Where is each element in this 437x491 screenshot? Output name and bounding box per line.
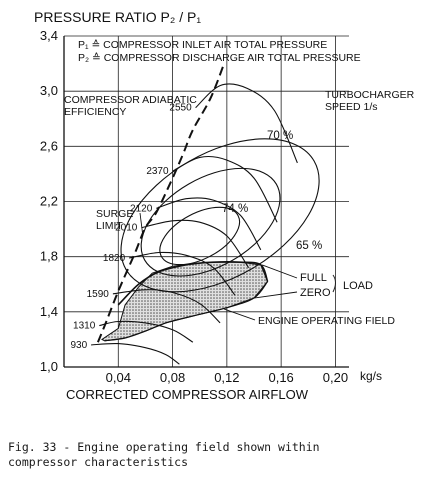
x-axis-title: CORRECTED COMPRESSOR AIRFLOW (66, 387, 309, 402)
speed-line (129, 251, 236, 296)
speed-line (91, 342, 180, 365)
figure-caption: Fig. 33 - Engine operating field shown w… (8, 440, 433, 470)
speed-line (156, 197, 262, 251)
y-tick-label: 1,8 (40, 249, 58, 264)
x-tick-label: 0,16 (268, 370, 293, 385)
speed-line-label: 2010 (115, 223, 138, 234)
speed-label: TURBOCHARGER SPEED 1/s (325, 89, 417, 113)
y-tick-label: 1,4 (40, 304, 58, 319)
caption-line-2: compressor characteristics (8, 455, 189, 469)
axes: 1,0 1,4 1,8 2,2 2,6 3,0 3,4 0,04 0,08 0,12 0,16 0,2… (40, 28, 349, 385)
speed-line (141, 219, 250, 269)
y-tick-label: 1,0 (40, 359, 58, 374)
x-tick-label: 0,12 (214, 370, 239, 385)
speed-line-label: 1310 (73, 321, 96, 332)
caption-line-1: Fig. 33 - Engine operating field shown w… (8, 440, 320, 454)
speed-line-label: 2370 (146, 166, 169, 177)
load-bracket (332, 274, 336, 293)
efficiency-island (159, 206, 241, 266)
efficiency-74-label: 74 % (222, 203, 248, 215)
zero-load-line (104, 281, 269, 342)
engine-field-leader (223, 308, 256, 321)
x-tick-label: 0,08 (160, 370, 185, 385)
speed-line-label: 1590 (87, 289, 110, 300)
surge-label-leader (139, 212, 144, 235)
speed-label-line2: SPEED 1/s (325, 101, 378, 113)
zero-load-leader (253, 291, 298, 299)
speed-line-label: 930 (70, 340, 87, 351)
engine-field-label: ENGINE OPERATING FIELD (258, 315, 395, 327)
legend-line-p1: P₁ ≙ COMPRESSOR INLET AIR TOTAL PRESSURE (78, 39, 327, 51)
full-load-label: FULL (300, 272, 327, 284)
legend-line-p2: P₂ ≙ COMPRESSOR DISCHARGE AIR TOTAL PRES… (78, 52, 361, 64)
speed-line-label: 2120 (130, 203, 153, 214)
surge-label-line2: LIMIT (96, 220, 123, 232)
efficiency-label: COMPRESSOR ADIABATIC EFFICIENCY (64, 94, 200, 118)
efficiency-70-label: 70 % (267, 130, 293, 142)
efficiency-island (140, 167, 281, 277)
speed-line (112, 289, 221, 324)
speed-line-label: 1820 (103, 253, 126, 264)
speed-line (172, 155, 278, 223)
chart-title: PRESSURE RATIO P₂ / P₁ (34, 9, 201, 25)
y-tick-label: 2,6 (40, 138, 58, 153)
x-axis-unit: kg/s (360, 369, 382, 383)
speed-line (195, 83, 298, 164)
load-label: LOAD (343, 280, 373, 292)
surge-label-line1: SURGE (96, 208, 133, 220)
surge-limit-layer (96, 63, 226, 343)
speed-label-line1: TURBOCHARGER (325, 89, 415, 101)
surge-limit-line (96, 63, 226, 343)
y-tick-label: 3,0 (40, 83, 58, 98)
speed-lines: 930 1310 1590 1820 2010 2120 2370 2550 (70, 83, 298, 365)
x-tick-label: 0,20 (323, 370, 348, 385)
efficiency-label-line2: EFFICIENCY (64, 106, 126, 118)
speed-line (99, 320, 194, 343)
efficiency-label-line1: COMPRESSOR ADIABATIC (64, 94, 197, 106)
surge-label: SURGE LIMIT (96, 208, 136, 232)
speed-line-label: 2550 (169, 103, 192, 114)
y-tick-label: 2,2 (40, 194, 58, 209)
y-tick-label: 3,4 (40, 28, 58, 43)
zero-load-label: ZERO (300, 287, 331, 299)
full-load-leader (261, 264, 298, 279)
x-tick-label: 0,04 (106, 370, 131, 385)
efficiency-65-label: 65 % (296, 240, 322, 252)
